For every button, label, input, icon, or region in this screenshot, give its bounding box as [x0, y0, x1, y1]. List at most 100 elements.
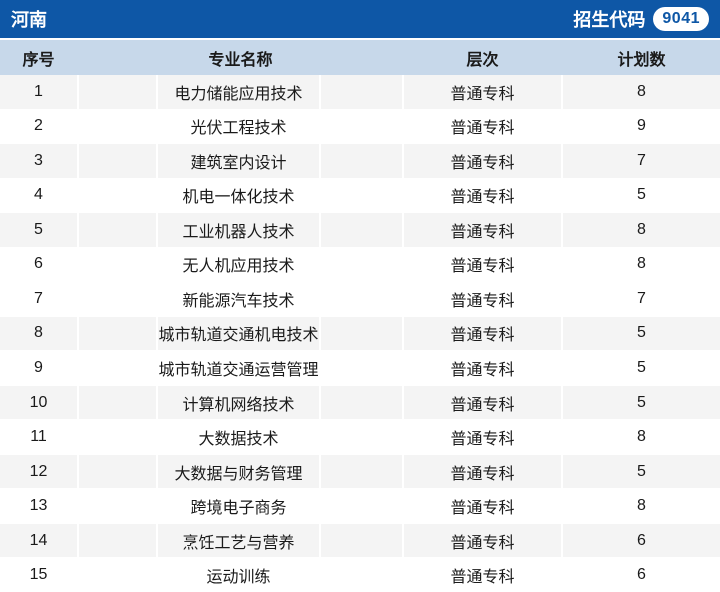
level-cell: 普通专科: [404, 75, 561, 109]
serial-cell: 15: [0, 558, 77, 592]
serial-cell: 6: [0, 247, 77, 282]
code-badge: 9041: [653, 7, 709, 31]
major-cell: 运动训练: [158, 558, 319, 592]
spacer-cell: [79, 385, 156, 420]
spacer-cell: [79, 420, 156, 454]
table-row: 2 光伏工程技术 普通专科 9: [0, 109, 720, 144]
level-cell: 普通专科: [404, 316, 561, 351]
spacer-cell: [79, 247, 156, 282]
plan-cell: 6: [563, 558, 720, 592]
spacer-cell: [321, 213, 402, 247]
spacer-cell: [321, 178, 402, 213]
major-cell: 机电一体化技术: [158, 178, 319, 213]
plan-cell: 5: [563, 351, 720, 385]
level-cell: 普通专科: [404, 489, 561, 523]
major-cell: 计算机网络技术: [158, 385, 319, 420]
level-cell: 普通专科: [404, 420, 561, 454]
spacer-cell: [79, 558, 156, 592]
plan-cell: 8: [563, 213, 720, 247]
spacer-cell: [321, 247, 402, 282]
serial-cell: 12: [0, 454, 77, 489]
serial-cell: 14: [0, 523, 77, 558]
level-cell: 普通专科: [404, 247, 561, 282]
level-cell: 普通专科: [404, 454, 561, 489]
serial-cell: 10: [0, 385, 77, 420]
table-row: 14 烹饪工艺与营养 普通专科 6: [0, 523, 720, 558]
level-cell: 普通专科: [404, 523, 561, 558]
major-cell: 工业机器人技术: [158, 213, 319, 247]
table-row: 6 无人机应用技术 普通专科 8: [0, 247, 720, 282]
plan-cell: 8: [563, 420, 720, 454]
major-cell: 大数据与财务管理: [158, 454, 319, 489]
major-cell: 电力储能应用技术: [158, 75, 319, 109]
spacer-cell: [321, 282, 402, 316]
level-cell: 普通专科: [404, 178, 561, 213]
serial-cell: 5: [0, 213, 77, 247]
plan-cell: 6: [563, 523, 720, 558]
spacer-cell: [321, 489, 402, 523]
plan-cell: 7: [563, 144, 720, 178]
major-cell: 跨境电子商务: [158, 489, 319, 523]
table-row: 11 大数据技术 普通专科 8: [0, 420, 720, 454]
level-cell: 普通专科: [404, 213, 561, 247]
serial-cell: 2: [0, 109, 77, 144]
admission-code: 招生代码 9041: [573, 6, 709, 32]
spacer-cell: [321, 316, 402, 351]
table-row: 3 建筑室内设计 普通专科 7: [0, 144, 720, 178]
table-row: 13 跨境电子商务 普通专科 8: [0, 489, 720, 523]
table-row: 8 城市轨道交通机电技术 普通专科 5: [0, 316, 720, 351]
table-row: 7 新能源汽车技术 普通专科 7: [0, 282, 720, 316]
spacer-cell: [79, 489, 156, 523]
level-cell: 普通专科: [404, 351, 561, 385]
serial-cell: 3: [0, 144, 77, 178]
plan-cell: 5: [563, 454, 720, 489]
serial-cell: 1: [0, 75, 77, 109]
spacer-cell: [321, 558, 402, 592]
table-row: 4 机电一体化技术 普通专科 5: [0, 178, 720, 213]
code-label: 招生代码: [573, 10, 646, 30]
plan-cell: 5: [563, 178, 720, 213]
table-header: 序号 专业名称 层次 计划数: [0, 40, 720, 75]
major-cell: 建筑室内设计: [158, 144, 319, 178]
spacer-cell: [79, 523, 156, 558]
spacer-cell: [79, 109, 156, 144]
plan-cell: 8: [563, 489, 720, 523]
spacer-cell: [321, 75, 402, 109]
topbar: 河南 招生代码 9041: [0, 0, 720, 38]
plan-cell: 9: [563, 109, 720, 144]
serial-cell: 4: [0, 178, 77, 213]
plan-cell: 5: [563, 385, 720, 420]
header-major: 专业名称: [208, 51, 273, 69]
serial-cell: 8: [0, 316, 77, 351]
spacer-cell: [321, 454, 402, 489]
spacer-cell: [321, 144, 402, 178]
table-row: 5 工业机器人技术 普通专科 8: [0, 213, 720, 247]
level-cell: 普通专科: [404, 109, 561, 144]
spacer-cell: [79, 178, 156, 213]
major-cell: 无人机应用技术: [158, 247, 319, 282]
major-cell: 烹饪工艺与营养: [158, 523, 319, 558]
table-row: 10 计算机网络技术 普通专科 5: [0, 385, 720, 420]
serial-cell: 11: [0, 420, 77, 454]
table-row: 12 大数据与财务管理 普通专科 5: [0, 454, 720, 489]
spacer-cell: [79, 213, 156, 247]
spacer-cell: [321, 351, 402, 385]
serial-cell: 9: [0, 351, 77, 385]
major-cell: 大数据技术: [158, 420, 319, 454]
major-cell: 新能源汽车技术: [158, 282, 319, 316]
spacer-cell: [321, 523, 402, 558]
spacer-cell: [79, 282, 156, 316]
major-cell: 城市轨道交通机电技术: [158, 316, 319, 351]
serial-cell: 7: [0, 282, 77, 316]
spacer-cell: [79, 144, 156, 178]
spacer-cell: [321, 385, 402, 420]
plan-cell: 8: [563, 247, 720, 282]
header-plan: 计划数: [617, 51, 666, 69]
level-cell: 普通专科: [404, 558, 561, 592]
table-row: 1 电力储能应用技术 普通专科 8: [0, 75, 720, 109]
header-serial: 序号: [22, 51, 55, 69]
table-body: 1 电力储能应用技术 普通专科 8 2 光伏工程技术 普通专科 9 3 建筑室内…: [0, 75, 720, 592]
level-cell: 普通专科: [404, 282, 561, 316]
spacer-cell: [79, 351, 156, 385]
